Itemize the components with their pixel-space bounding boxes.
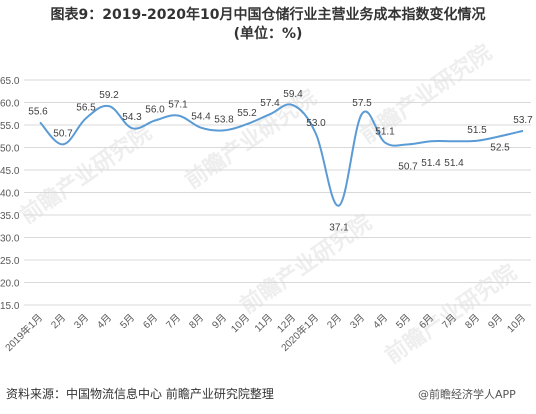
brand-logo: @前瞻经济学人APP: [418, 388, 516, 401]
data-label: 59.4: [283, 89, 303, 100]
data-label: 53.8: [214, 114, 234, 125]
data-point: [62, 143, 64, 145]
data-point: [131, 127, 133, 129]
x-tick-label: 9月: [210, 312, 229, 331]
y-tick-label: 15.0: [0, 301, 20, 312]
series-line: [39, 103, 524, 207]
x-tick-label: 4月: [371, 312, 390, 331]
data-label: 51.1: [375, 127, 395, 138]
watermark-text: 前瞻产业研究院: [180, 84, 321, 194]
data-point: [154, 120, 156, 122]
data-point: [246, 123, 248, 125]
data-label: 57.5: [352, 98, 372, 109]
data-point: [499, 135, 501, 137]
data-label: 53.7: [513, 115, 533, 126]
y-tick-label: 50.0: [0, 144, 20, 155]
data-label: 51.5: [467, 125, 487, 136]
source-note: 资料来源：中国物流信息中心 前瞻产业研究院整理: [6, 387, 274, 401]
data-point: [315, 133, 317, 135]
x-tick-label: 5月: [118, 312, 137, 331]
data-point: [223, 129, 225, 131]
x-tick-label: 9月: [486, 312, 505, 331]
data-point: [269, 113, 271, 115]
data-label: 55.6: [28, 106, 48, 117]
data-label: 52.5: [490, 142, 510, 153]
data-point: [338, 205, 340, 207]
data-label: 53.0: [306, 118, 326, 129]
data-point: [85, 117, 87, 119]
data-label: 50.7: [53, 128, 73, 139]
data-point: [453, 140, 455, 142]
y-tick-label: 65.0: [0, 76, 20, 87]
y-tick-label: 40.0: [0, 189, 20, 200]
y-tick-label: 45.0: [0, 166, 20, 177]
y-tick-label: 20.0: [0, 279, 20, 290]
data-label: 55.2: [237, 108, 257, 119]
data-label: 57.4: [260, 98, 280, 109]
x-tick-label: 10月: [505, 312, 528, 335]
y-tick-label: 30.0: [0, 234, 20, 245]
y-tick-label: 60.0: [0, 99, 20, 110]
x-tick-label: 2019年1月: [2, 311, 45, 354]
data-label: 54.4: [191, 112, 211, 123]
data-point: [430, 140, 432, 142]
data-label: 57.1: [168, 100, 188, 111]
data-point: [522, 130, 524, 132]
data-label: 50.7: [398, 161, 418, 172]
x-tick-label: 7月: [164, 312, 183, 331]
chart-title-line1: 图表9：2019-2020年10月中国仓储行业主营业务成本指数变化情况: [50, 7, 486, 23]
x-tick-label: 3月: [348, 312, 367, 331]
data-point: [177, 115, 179, 117]
data-label: 51.4: [421, 158, 441, 169]
y-tick-label: 35.0: [0, 211, 20, 222]
data-point: [407, 143, 409, 145]
data-point: [39, 121, 41, 123]
y-tick-label: 55.0: [0, 121, 20, 132]
data-label: 59.2: [99, 90, 119, 101]
data-label: 56.5: [76, 102, 96, 113]
y-tick-label: 25.0: [0, 256, 20, 267]
data-label: 37.1: [329, 223, 349, 234]
data-label: 54.3: [122, 112, 142, 123]
data-point: [200, 127, 202, 129]
x-tick-label: 2月: [325, 312, 344, 331]
data-point: [384, 142, 386, 144]
data-point: [476, 140, 478, 142]
data-point: [108, 105, 110, 107]
watermark-text: 前瞻产业研究院: [15, 119, 156, 229]
x-tick-label: 4月: [95, 312, 114, 331]
chart-title: 图表9：2019-2020年10月中国仓储行业主营业务成本指数变化情况 (单位：…: [0, 6, 536, 44]
data-point: [361, 113, 363, 115]
data-label: 56.0: [145, 105, 165, 116]
data-label: 51.4: [444, 158, 464, 169]
chart-title-unit: (单位：%): [233, 26, 303, 42]
data-point: [292, 104, 294, 106]
watermark-text: 前瞻产业研究院: [235, 209, 376, 319]
x-tick-label: 6月: [141, 312, 160, 331]
x-tick-label: 2月: [49, 312, 68, 331]
x-tick-label: 3月: [72, 312, 91, 331]
x-tick-label: 8月: [187, 312, 206, 331]
